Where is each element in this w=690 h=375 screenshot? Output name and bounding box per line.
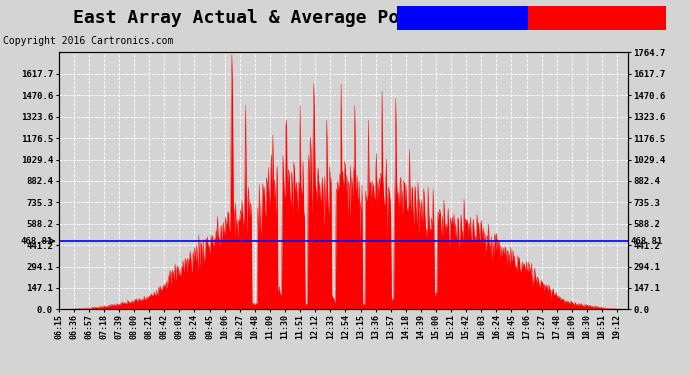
Text: 468.81: 468.81: [631, 237, 663, 246]
Text: Average  (DC Watts): Average (DC Watts): [411, 13, 513, 22]
Text: East Array  (DC Watts): East Array (DC Watts): [538, 13, 656, 22]
Text: Copyright 2016 Cartronics.com: Copyright 2016 Cartronics.com: [3, 36, 174, 46]
Text: 468.81: 468.81: [21, 237, 53, 246]
Text: East Array Actual & Average Power Wed Aug 24 19:33: East Array Actual & Average Power Wed Au…: [73, 9, 617, 27]
